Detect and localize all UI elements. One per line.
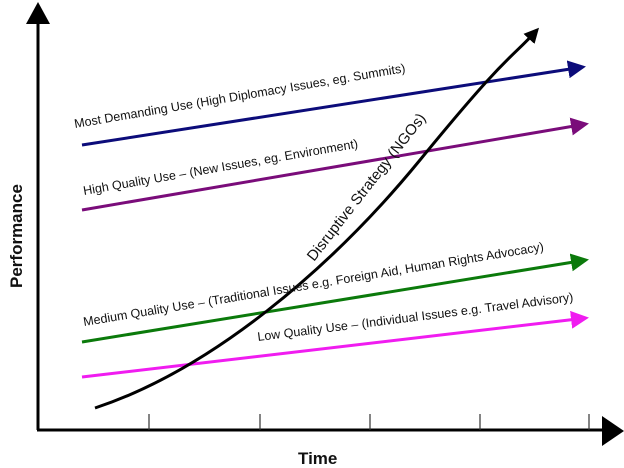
y-axis-arrow-icon	[26, 2, 50, 24]
disruptive-curve	[94, 27, 540, 410]
medium-quality-line	[81, 253, 589, 344]
y-axis-label: Performance	[7, 184, 26, 288]
low-quality-line	[81, 310, 589, 379]
high-quality-line	[81, 117, 589, 212]
x-ticks	[148, 414, 590, 430]
x-axis-label: Time	[298, 449, 337, 468]
most-demanding-line	[81, 60, 586, 147]
low-quality-label: Low Quality Use – (Individual Issues e.g…	[257, 290, 574, 344]
disruptive-label: Disruptive Strategy (NGOs)	[304, 110, 430, 264]
high-quality-label: High Quality Use – (New Issues, eg. Envi…	[82, 137, 359, 198]
x-axis-arrow-icon	[602, 416, 624, 446]
